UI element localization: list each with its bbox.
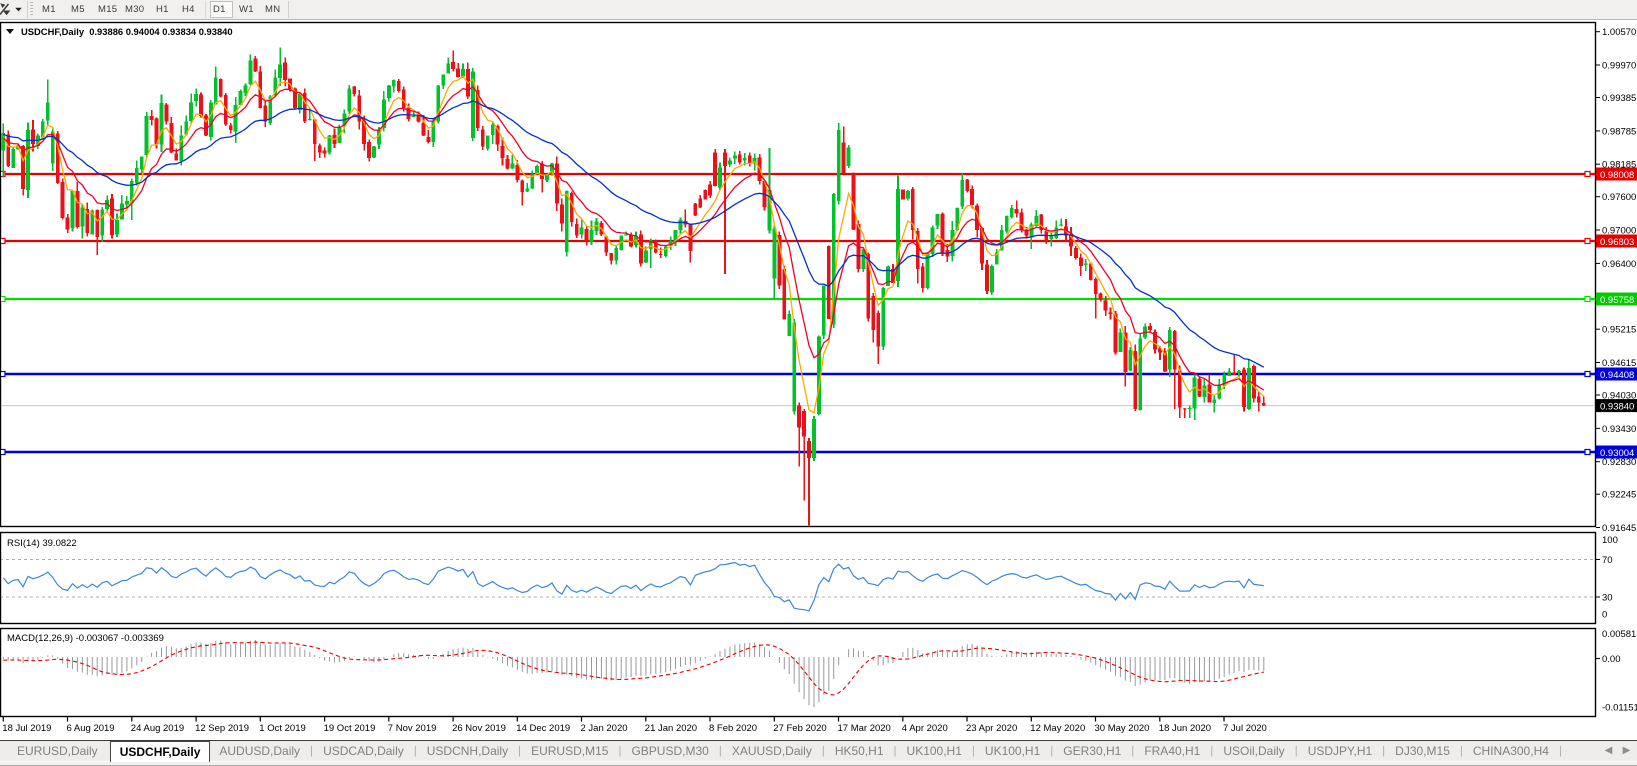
svg-text:MACD(12,26,9) -0.003067 -0.003: MACD(12,26,9) -0.003067 -0.003369 [7,633,164,644]
svg-text:27 Feb 2020: 27 Feb 2020 [773,723,826,734]
svg-text:USDCHF,Daily 0.93886 0.94004: USDCHF,Daily 0.93886 0.94004 0.93834 0.9… [21,26,233,37]
svg-text:0.93004: 0.93004 [1600,448,1634,459]
svg-text:0.94615: 0.94615 [1602,358,1636,369]
svg-text:0.99970: 0.99970 [1602,61,1636,72]
svg-text:0.95215: 0.95215 [1602,325,1636,336]
svg-text:12 Sep 2019: 12 Sep 2019 [195,723,249,734]
svg-text:0.005818: 0.005818 [1602,629,1637,640]
svg-text:30 May 2020: 30 May 2020 [1095,723,1150,734]
svg-text:19 Oct 2019: 19 Oct 2019 [324,723,376,734]
svg-text:14 Dec 2019: 14 Dec 2019 [516,723,570,734]
svg-text:0.91645: 0.91645 [1602,523,1636,534]
svg-text:26 Nov 2019: 26 Nov 2019 [452,723,506,734]
svg-text:0.96400: 0.96400 [1602,259,1636,270]
svg-text:0.99385: 0.99385 [1602,93,1636,104]
svg-text:1 Oct 2019: 1 Oct 2019 [259,723,305,734]
svg-text:21 Jan 2020: 21 Jan 2020 [645,723,697,734]
svg-text:0: 0 [1602,610,1607,621]
svg-text:7 Jul 2020: 7 Jul 2020 [1223,723,1267,734]
svg-text:0.93840: 0.93840 [1600,401,1634,412]
svg-text:18 Jul 2019: 18 Jul 2019 [2,723,51,734]
svg-text:23 Apr 2020: 23 Apr 2020 [966,723,1017,734]
svg-text:0.92830: 0.92830 [1602,457,1636,468]
svg-text:8 Feb 2020: 8 Feb 2020 [709,723,757,734]
svg-text:18 Jun 2020: 18 Jun 2020 [1159,723,1211,734]
svg-text:0.98008: 0.98008 [1600,170,1634,181]
svg-text:17 Mar 2020: 17 Mar 2020 [838,723,891,734]
svg-text:6 Aug 2019: 6 Aug 2019 [67,723,115,734]
svg-text:12 May 2020: 12 May 2020 [1030,723,1085,734]
svg-text:0.00: 0.00 [1602,654,1621,665]
svg-text:0.92245: 0.92245 [1602,490,1636,501]
svg-text:0.94408: 0.94408 [1600,370,1634,381]
svg-text:0.96803: 0.96803 [1600,237,1634,248]
svg-text:0.94030: 0.94030 [1602,391,1636,402]
svg-text:0.97000: 0.97000 [1602,226,1636,237]
svg-text:100: 100 [1602,535,1618,546]
svg-text:2 Jan 2020: 2 Jan 2020 [581,723,628,734]
svg-text:0.97600: 0.97600 [1602,192,1636,203]
svg-text:24 Aug 2019: 24 Aug 2019 [131,723,184,734]
svg-text:0.98185: 0.98185 [1602,160,1636,171]
svg-text:70: 70 [1602,555,1613,566]
svg-text:RSI(14) 39.0822: RSI(14) 39.0822 [7,538,77,549]
svg-text:30: 30 [1602,593,1613,604]
svg-text:4 Apr 2020: 4 Apr 2020 [902,723,948,734]
svg-text:7 Nov 2019: 7 Nov 2019 [388,723,437,734]
svg-text:0.95758: 0.95758 [1600,295,1634,306]
svg-text:0.93430: 0.93430 [1602,424,1636,435]
svg-text:-0.011514: -0.011514 [1602,703,1637,714]
svg-text:0.98785: 0.98785 [1602,126,1636,137]
svg-text:1.00570: 1.00570 [1602,27,1636,38]
